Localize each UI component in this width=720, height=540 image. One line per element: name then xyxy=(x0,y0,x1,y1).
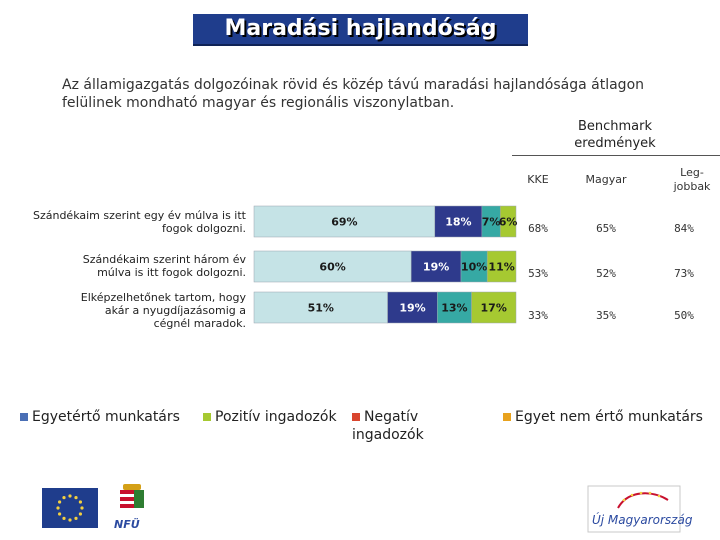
uj-magyarorszag-logo: Új Magyarország xyxy=(587,485,693,533)
bench-magyar-2: 52% xyxy=(596,267,616,280)
bar-segment xyxy=(253,205,436,238)
benchmark-col-magyar: Magyar xyxy=(585,173,627,186)
bench-legjobbak-2: 73% xyxy=(674,267,694,280)
bench-kke-2: 53% xyxy=(528,267,548,280)
legend-label: Egyet nem értő munkatárs xyxy=(515,409,703,425)
bar-segment xyxy=(460,250,488,283)
row-label-1: Szándékaim szerint egy év múlva is itt f… xyxy=(32,209,246,235)
bench-magyar-3: 35% xyxy=(596,309,616,322)
bar-data-label: 10% xyxy=(461,261,487,274)
page-title: Maradási hajlandóság xyxy=(224,16,497,41)
bar-data-label: 11% xyxy=(488,261,514,274)
bar-data-label: 13% xyxy=(441,302,467,315)
hungarian-coat-of-arms-icon xyxy=(120,484,144,508)
legend-swatch xyxy=(203,413,211,421)
bench-legjobbak-3: 50% xyxy=(674,309,694,322)
bar-segment xyxy=(434,205,483,238)
bar-segment xyxy=(471,291,517,324)
intro-text: Az államigazgatás dolgozóinak rövid és k… xyxy=(62,77,645,111)
benchmark-col-kke: KKE xyxy=(527,173,549,186)
legend-swatch xyxy=(503,413,511,421)
bench-kke-1: 68% xyxy=(528,222,548,235)
bench-legjobbak-1: 84% xyxy=(674,222,694,235)
legend-item-egyerto: Egyetértő munkatárs xyxy=(20,408,180,426)
legend-item-negativ: Negatív ingadozók xyxy=(352,408,462,444)
nfu-logo-text: NFÜ xyxy=(114,517,140,531)
legend-item-egyetnemerto: Egyet nem értő munkatárs xyxy=(503,408,703,426)
bar-segment xyxy=(500,205,517,238)
row-label-2: Szándékaim szerint három év múlva is itt… xyxy=(82,253,246,279)
bar-data-label: 18% xyxy=(445,216,471,229)
bar-data-label: 7% xyxy=(482,216,501,229)
legend-label: Negatív ingadozók xyxy=(352,409,424,443)
benchmark-title: Benchmark eredmények xyxy=(574,119,656,151)
bar-data-label: 19% xyxy=(399,302,425,315)
title-bar: Maradási hajlandóság xyxy=(193,14,528,46)
bar-data-label: 69% xyxy=(331,216,357,229)
footer-logos: NFÜ Új Magyarország xyxy=(42,484,693,533)
legend-swatch xyxy=(352,413,360,421)
benchmark-divider xyxy=(512,155,720,156)
bar-segment xyxy=(437,291,472,324)
legend-label: Egyetértő munkatárs xyxy=(32,409,180,425)
bar-segment xyxy=(253,291,388,324)
bench-kke-3: 33% xyxy=(528,309,548,322)
benchmark-col-legjobbak: Leg-jobbak xyxy=(673,166,711,193)
legend-item-pozitiv: Pozitív ingadozók xyxy=(203,408,337,426)
bench-magyar-1: 65% xyxy=(596,222,616,235)
bar-segment xyxy=(253,250,412,283)
bar-data-label: 60% xyxy=(319,261,345,274)
row-label-3: Elképzelhetőnek tartom, hogy akár a nyug… xyxy=(80,291,246,330)
bar-segment xyxy=(387,291,438,324)
uj-logo-text: Új Magyarország xyxy=(592,512,693,527)
bar-data-label: 19% xyxy=(423,261,449,274)
bar-data-label: 17% xyxy=(481,302,507,315)
legend-swatch xyxy=(20,413,28,421)
eu-stars xyxy=(56,494,84,522)
bar-data-label: 6% xyxy=(499,216,518,229)
bar-data-label: 51% xyxy=(308,302,334,315)
eu-flag-icon xyxy=(42,488,98,528)
legend-label: Pozitív ingadozók xyxy=(215,409,337,425)
bar-segment xyxy=(486,250,517,283)
bar-segment xyxy=(410,250,462,283)
